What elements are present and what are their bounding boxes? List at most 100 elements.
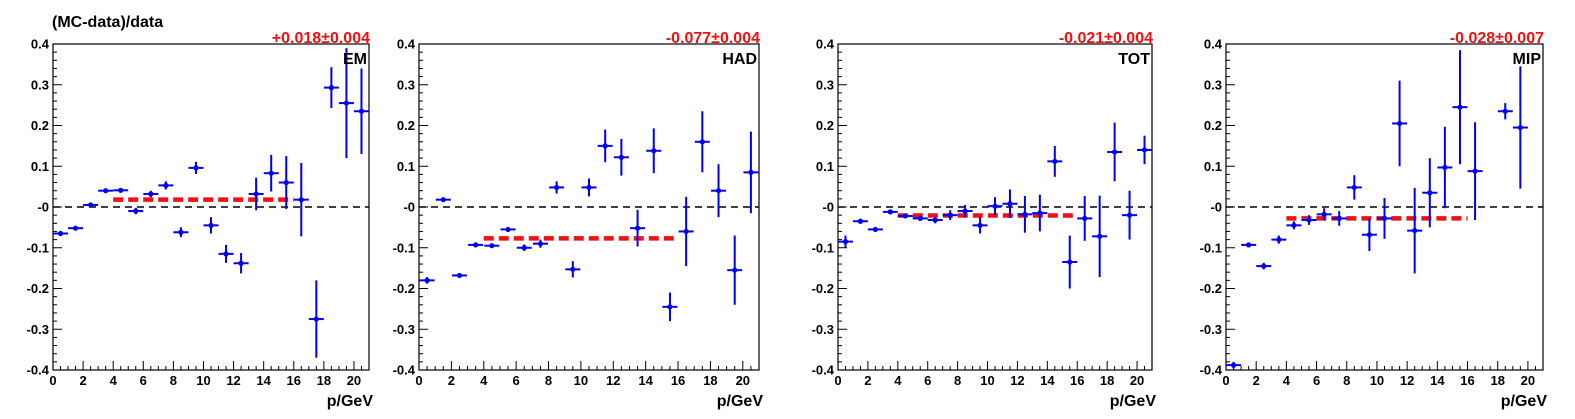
panel-em: p/GeV 0 2 4 6 8 10 12 14 16 18 20 -0.4 -0.3 -0.2 -0.1 -… [27,30,374,410]
y-tick-label: -0 [403,200,415,215]
data-point [662,292,678,322]
data-point [852,218,868,224]
data-point [987,197,1003,216]
data-point [1467,122,1483,221]
point-marker [1457,104,1463,110]
y-tick-label: 0.3 [31,77,49,92]
point-marker [88,202,94,208]
point-marker [1517,124,1523,131]
y-tick-label: 0.3 [1204,77,1222,92]
data-point [597,129,613,163]
point-marker [1321,211,1327,217]
y-tick-label: -0.4 [812,363,835,378]
data-point [727,235,743,305]
y-tick-label: 0.2 [816,118,834,133]
data-point [942,210,958,221]
point-marker [1052,158,1058,164]
point-marker [651,148,657,154]
x-tick-label: 10 [196,373,210,388]
point-marker [223,251,229,257]
y-tick-label: -0.2 [393,281,415,296]
point-marker [857,218,864,224]
point-marker [473,242,479,248]
point-marker [1276,237,1282,243]
point-marker [917,215,923,222]
point-marker [1097,233,1103,239]
x-axis-title: p/GeV [717,393,764,410]
point-marker [1126,212,1133,218]
point-marker [1336,215,1342,222]
point-marker [1427,190,1433,196]
x-axis-title: p/GeV [1110,393,1157,410]
y-tick-label: 0.3 [816,77,834,92]
data-point [1271,235,1287,244]
y-tick-label: 0.1 [31,159,49,174]
y-axis-title: (MC-data)/data [52,14,163,31]
point-marker [193,165,199,171]
point-marker [313,316,319,322]
x-tick-label: 6 [1313,373,1320,388]
point-marker [424,277,430,283]
point-marker [1502,108,1508,114]
point-marker [57,230,64,237]
point-marker [103,188,109,194]
y-tick-label: 0.4 [1204,37,1223,52]
y-tick-label: -0.1 [1200,240,1222,255]
data-point [1422,158,1438,228]
point-marker [1351,184,1357,191]
x-tick-label: 14 [1430,373,1445,388]
data-point [837,235,853,248]
y-tick-label: -0 [37,200,49,215]
y-tick-label: -0.1 [393,240,415,255]
point-marker [683,228,689,235]
point-marker [1037,210,1043,216]
point-marker [1442,164,1448,171]
panel-label: TOT [1118,51,1150,68]
data-point [1002,189,1018,219]
data-point [1137,135,1153,165]
y-tick-label: -0.4 [393,363,416,378]
point-marker [902,213,908,219]
y-tick-label: 0.2 [397,118,415,133]
x-tick-label: 18 [317,373,331,388]
data-point [143,190,159,198]
data-point [338,48,354,159]
data-point [1407,187,1423,274]
y-tick-label: -0.2 [1200,281,1222,296]
x-tick-label: 12 [226,373,240,388]
point-marker [1381,215,1388,222]
y-tick-label: 0.3 [397,77,415,92]
point-marker [1067,259,1073,265]
data-point [278,156,294,210]
y-tick-label: -0.3 [1200,322,1222,337]
x-tick-label: 6 [140,373,147,388]
point-marker [842,239,849,245]
x-tick-label: 0 [1222,373,1229,388]
point-marker [962,208,968,214]
point-marker [586,184,592,191]
data-point [263,154,279,192]
point-marker [932,217,938,223]
y-tick-label: 0.1 [816,159,834,174]
point-marker [358,108,365,114]
point-marker [118,187,124,193]
data-point [565,261,581,278]
y-tick-label: -0.4 [27,363,50,378]
point-marker [1112,149,1118,155]
point-marker [133,208,139,214]
point-marker [1246,242,1252,248]
x-tick-label: 12 [606,373,620,388]
x-tick-label: 18 [1490,373,1504,388]
data-point [972,217,988,234]
data-point [308,280,324,358]
y-tick-label: 0.2 [1204,118,1222,133]
x-tick-label: 2 [1253,373,1260,388]
panel-label: MIP [1513,51,1542,68]
data-point [203,217,219,234]
data-point [1047,145,1063,177]
x-tick-label: 2 [448,373,455,388]
point-marker [328,85,334,91]
x-tick-label: 2 [79,373,86,388]
y-tick-label: 0.1 [397,159,415,174]
